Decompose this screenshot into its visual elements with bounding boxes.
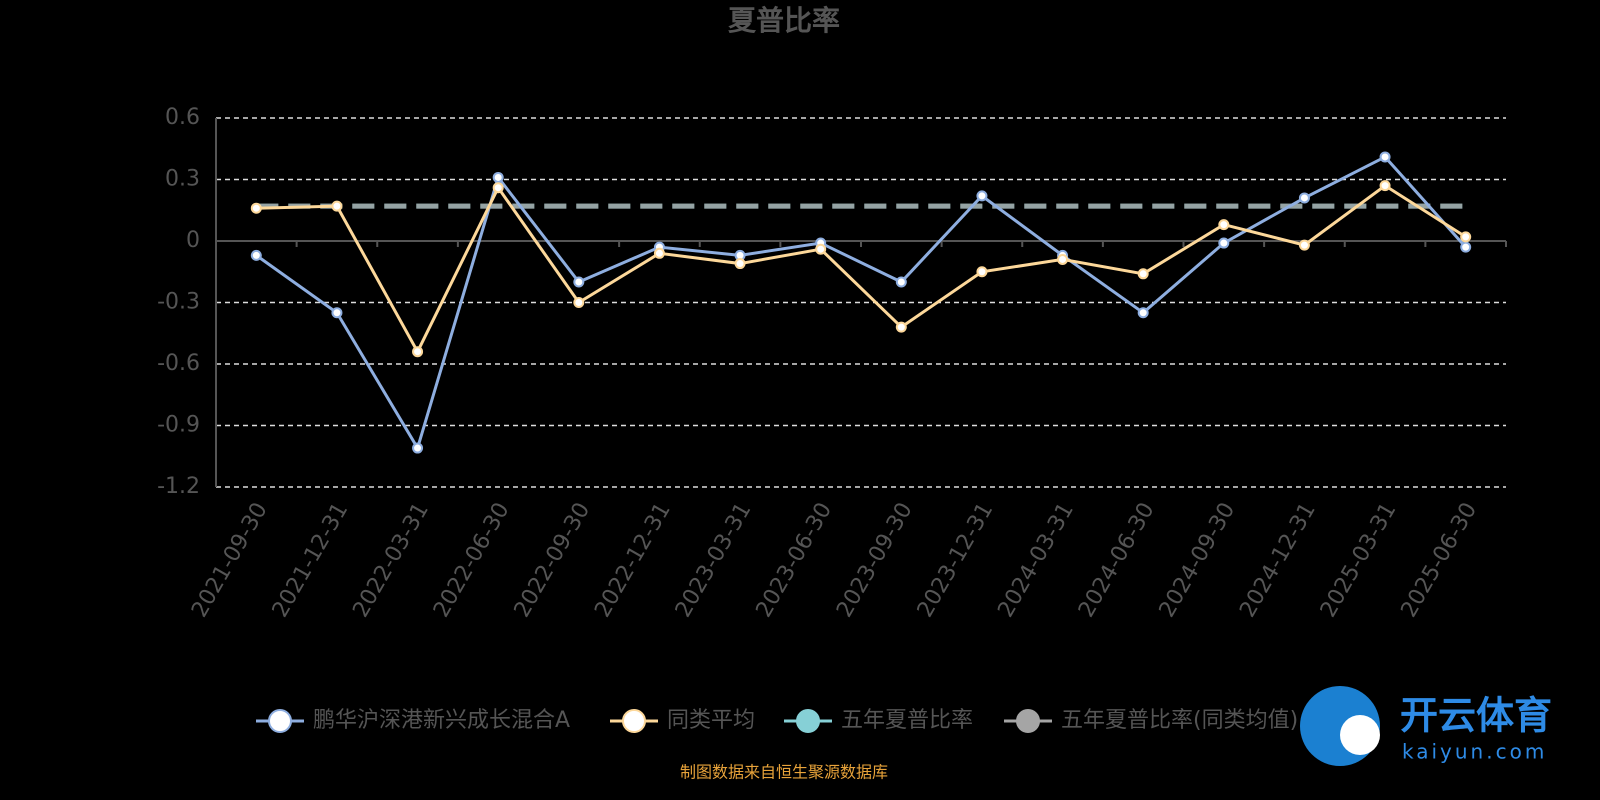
chart-title: 夏普比率 [728, 4, 840, 37]
y-tick-label: 0.6 [165, 105, 200, 130]
data-point [976, 190, 988, 202]
y-tick-label: -0.6 [157, 351, 200, 376]
x-tick-label: 2023-03-31 [671, 499, 757, 622]
y-tick-label: 0 [186, 228, 200, 253]
watermark-ball [1340, 715, 1380, 755]
x-tick-label: 2024-06-30 [1074, 499, 1160, 622]
legend-label: 五年夏普比率 [841, 708, 973, 733]
x-tick-label: 2025-03-31 [1316, 499, 1402, 622]
data-point [895, 276, 907, 288]
data-point [1057, 253, 1069, 265]
data-point [1137, 307, 1149, 319]
legend-marker [268, 709, 292, 733]
data-point [573, 297, 585, 308]
data-point [1298, 239, 1310, 251]
series-line [256, 183, 1467, 355]
x-tick-label: 2023-12-31 [913, 499, 999, 622]
data-point [1460, 241, 1472, 253]
data-point [1460, 231, 1472, 243]
x-tick-label: 2024-12-31 [1235, 499, 1321, 622]
x-tick-label: 2021-12-31 [268, 499, 354, 622]
legend-label: 鹏华沪深港新兴成长混合A [313, 708, 570, 733]
data-point [815, 243, 827, 255]
data-point [653, 247, 665, 259]
x-tick-label: 2024-09-30 [1155, 499, 1241, 622]
data-point [976, 266, 988, 278]
y-tick-label: -0.9 [157, 413, 200, 438]
x-tick-label: 2022-12-31 [590, 499, 676, 622]
y-tick-label: -0.3 [157, 290, 200, 315]
data-point [1218, 237, 1230, 249]
data-point [250, 202, 262, 214]
legend-label: 五年夏普比率(同类均值) [1061, 708, 1298, 733]
legend-label: 同类平均 [667, 708, 755, 733]
data-point [331, 200, 343, 212]
y-tick-label: -1.2 [157, 474, 200, 499]
legend-marker [622, 709, 646, 733]
data-point [1218, 219, 1230, 231]
data-point [573, 276, 585, 288]
data-point [492, 171, 504, 183]
data-point [412, 346, 424, 358]
data-point [331, 307, 343, 319]
data-point [734, 258, 746, 270]
x-tick-label: 2023-06-30 [751, 499, 837, 622]
x-tick-label: 2022-09-30 [510, 499, 596, 622]
data-point [1137, 268, 1149, 280]
legend-marker [796, 709, 820, 733]
watermark-brand: 开云体育 [1400, 694, 1552, 738]
data-point [1379, 180, 1391, 192]
data-point [412, 442, 424, 454]
x-tick-label: 2024-03-31 [993, 499, 1079, 622]
x-tick-label: 2022-03-31 [348, 499, 434, 622]
x-tick-label: 2022-06-30 [429, 499, 515, 622]
series-line [255, 155, 1467, 452]
legend-marker [1016, 709, 1040, 733]
y-tick-label: 0.3 [165, 167, 200, 192]
x-tick-label: 2023-09-30 [832, 499, 918, 622]
data-point [1298, 192, 1310, 204]
data-point [492, 182, 504, 194]
x-tick-label: 2021-09-30 [187, 499, 273, 622]
source-note: 制图数据来自恒生聚源数据库 [680, 763, 888, 782]
x-tick-label: 2025-06-30 [1396, 499, 1482, 622]
data-point [250, 249, 262, 261]
data-point [1379, 151, 1391, 163]
data-point [895, 321, 907, 333]
watermark-site: kaiyun.com [1402, 740, 1547, 764]
